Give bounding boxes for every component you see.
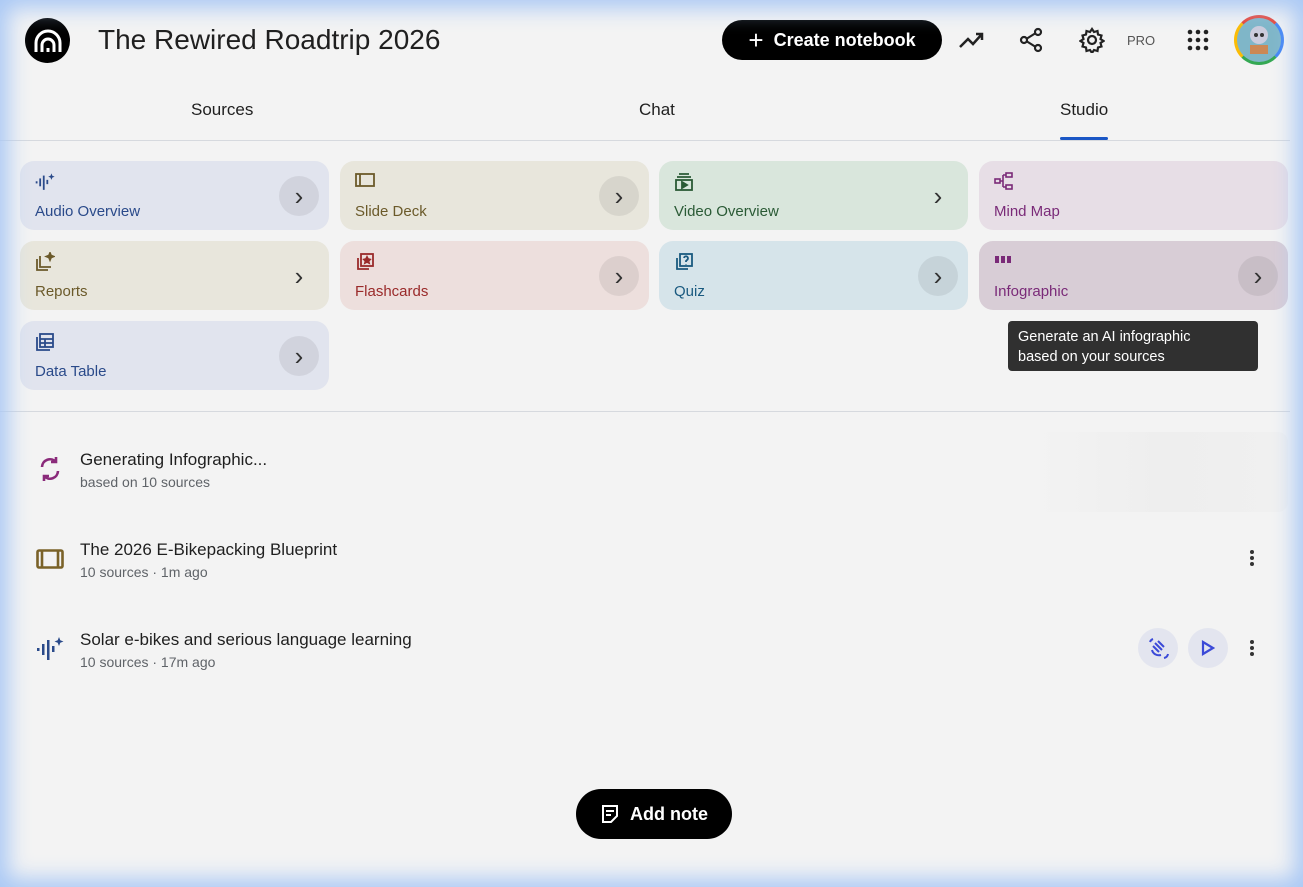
divider	[0, 411, 1290, 412]
item-subtitle: 10 sources · 1m ago	[80, 564, 208, 580]
chevron-right-icon[interactable]: ›	[599, 256, 639, 296]
pro-badge: PRO	[1127, 33, 1156, 48]
studio-card-video-overview[interactable]: Video Overview ›	[659, 161, 968, 230]
item-title: Solar e-bikes and serious language learn…	[80, 630, 412, 649]
chevron-right-icon[interactable]: ›	[279, 176, 319, 216]
loading-shimmer	[1038, 432, 1288, 512]
play-button[interactable]	[1188, 628, 1228, 668]
share-icon[interactable]	[1017, 26, 1045, 54]
chevron-right-icon[interactable]: ›	[933, 180, 943, 211]
tab-studio[interactable]: Studio	[1060, 100, 1109, 140]
list-item-audio[interactable]: Solar e-bikes and serious language learn…	[0, 620, 1290, 680]
item-title: Generating Infographic...	[80, 450, 268, 469]
studio-card-label: Quiz	[674, 283, 705, 300]
notebooklm-logo[interactable]	[25, 18, 70, 63]
studio-card-reports[interactable]: Reports ›	[20, 241, 329, 310]
note-icon	[602, 805, 618, 823]
studio-card-label: Audio Overview	[35, 203, 141, 220]
studio-card-infographic[interactable]: Infographic ›	[979, 241, 1288, 310]
sync-icon	[35, 454, 65, 484]
chevron-right-icon[interactable]: ›	[279, 336, 319, 376]
slide-deck-icon	[355, 172, 375, 192]
apps-grid-icon[interactable]	[1184, 26, 1212, 54]
infographic-tooltip: Generate an AI infographic based on your …	[1008, 321, 1258, 371]
studio-card-data-table[interactable]: Data Table ›	[20, 321, 329, 390]
chevron-right-icon[interactable]: ›	[599, 176, 639, 216]
studio-card-quiz[interactable]: Quiz ›	[659, 241, 968, 310]
chevron-right-icon[interactable]: ›	[294, 260, 304, 291]
play-icon	[1201, 640, 1215, 656]
item-title: The 2026 E-Bikepacking Blueprint	[80, 540, 338, 559]
quiz-icon	[674, 252, 694, 272]
slide-deck-icon	[35, 544, 65, 574]
studio-card-label: Video Overview	[674, 203, 779, 220]
more-options-icon[interactable]	[1242, 546, 1262, 570]
tab-chat[interactable]: Chat	[639, 100, 675, 119]
reports-icon	[35, 250, 56, 272]
list-item-generating[interactable]: Generating Infographic... based on 10 so…	[0, 440, 1290, 500]
tab-sources[interactable]: Sources	[191, 100, 254, 119]
audio-waveform-icon	[35, 634, 65, 664]
interactive-mode-button[interactable]	[1138, 628, 1178, 668]
studio-card-label: Mind Map	[994, 203, 1060, 220]
item-subtitle: 10 sources · 17m ago	[80, 654, 216, 670]
flashcards-icon	[355, 252, 375, 272]
main-tabs: Sources Chat Studio	[0, 80, 1290, 141]
video-icon	[674, 172, 694, 192]
studio-card-label: Flashcards	[355, 283, 429, 300]
header: The Rewired Roadtrip 2026 + Create notebo…	[0, 0, 1303, 80]
list-item-slide-deck[interactable]: The 2026 E-Bikepacking Blueprint 10 sour…	[0, 530, 1290, 590]
settings-icon[interactable]	[1078, 26, 1106, 54]
analytics-icon[interactable]	[958, 26, 986, 54]
studio-card-flashcards[interactable]: Flashcards ›	[340, 241, 649, 310]
mind-map-icon	[994, 172, 1014, 192]
table-icon	[35, 332, 55, 352]
studio-card-label: Data Table	[35, 363, 107, 380]
item-subtitle: based on 10 sources	[80, 474, 210, 490]
studio-card-audio-overview[interactable]: Audio Overview ›	[20, 161, 329, 230]
infographic-icon	[994, 252, 1014, 272]
chevron-right-icon[interactable]: ›	[1238, 256, 1278, 296]
studio-card-slide-deck[interactable]: Slide Deck ›	[340, 161, 649, 230]
create-notebook-button[interactable]: + Create notebook	[722, 20, 942, 60]
studio-card-label: Infographic	[994, 283, 1069, 300]
studio-card-label: Slide Deck	[355, 203, 427, 220]
chevron-right-icon[interactable]: ›	[918, 256, 958, 296]
studio-card-label: Reports	[35, 283, 88, 300]
plus-icon: +	[748, 25, 764, 55]
audio-waveform-icon	[35, 172, 55, 192]
add-note-button[interactable]: Add note	[576, 789, 732, 839]
user-avatar[interactable]	[1234, 15, 1284, 65]
notebook-title[interactable]: The Rewired Roadtrip 2026	[98, 24, 441, 55]
studio-card-mind-map[interactable]: Mind Map	[979, 161, 1288, 230]
more-options-icon[interactable]	[1242, 636, 1262, 660]
hand-wave-icon	[1149, 638, 1169, 659]
